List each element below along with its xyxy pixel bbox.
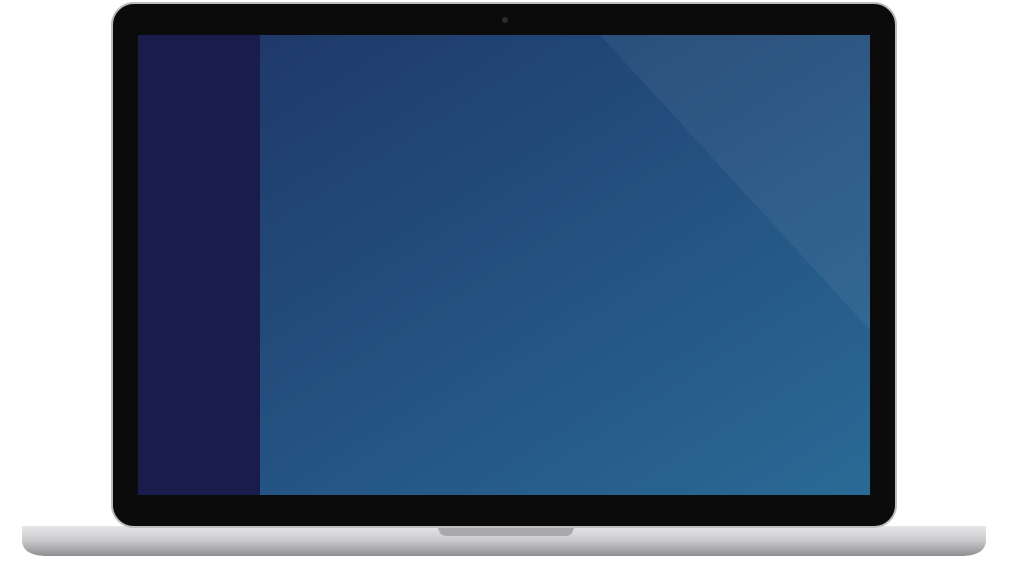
laptop-base	[22, 526, 986, 556]
camera	[502, 17, 508, 23]
glare	[600, 35, 870, 330]
screen	[138, 35, 870, 495]
sidebar	[138, 35, 260, 495]
laptop-notch	[437, 526, 575, 536]
